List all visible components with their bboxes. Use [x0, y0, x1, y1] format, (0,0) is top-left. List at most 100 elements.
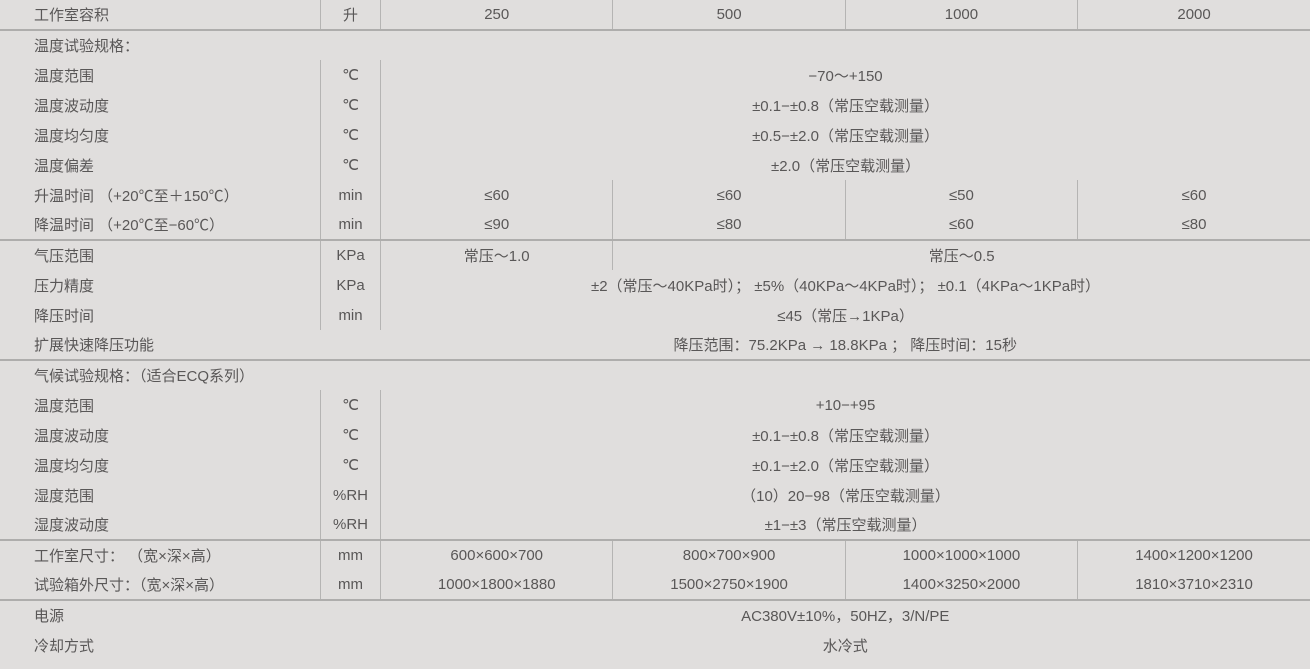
spec-value: 降压范围：75.2KPa → 18.8KPa ； 降压时间：15秒: [381, 330, 1310, 360]
table-row: 湿度范围 %RH （10）20−98（常压空载测量）: [0, 480, 1310, 510]
spec-label: 湿度范围: [0, 480, 320, 510]
spec-value: 600×600×700: [381, 540, 613, 570]
table-row: 降温时间 （+20℃至−60℃） min ≤90 ≤80 ≤60 ≤80: [0, 210, 1310, 240]
volume-2: 500: [613, 0, 845, 30]
spec-unit: KPa: [320, 240, 380, 270]
spec-label: 电源: [0, 600, 320, 630]
spec-value: +10−+95: [381, 390, 1310, 420]
spec-value: ≤90: [381, 210, 613, 240]
spec-value: ≤80: [1078, 210, 1310, 240]
spec-value: 1400×1200×1200: [1078, 540, 1310, 570]
spec-unit: ℃: [320, 90, 380, 120]
spec-value: 常压～1.0: [381, 240, 613, 270]
spec-value: ±2.0（常压空载测量）: [381, 150, 1310, 180]
spec-unit: %RH: [320, 480, 380, 510]
spec-value: ±0.5−±2.0（常压空载测量）: [381, 120, 1310, 150]
spec-label: 温度范围: [0, 390, 320, 420]
table-row: 试验箱外尺寸：（宽×深×高） mm 1000×1800×1880 1500×27…: [0, 570, 1310, 600]
spec-value: 1400×3250×2000: [845, 570, 1077, 600]
spec-value: ±0.1−±2.0（常压空载测量）: [381, 450, 1310, 480]
table-row: 降压时间 min ≤45（常压→1KPa）: [0, 300, 1310, 330]
spec-unit: min: [320, 210, 380, 240]
spec-unit: KPa: [320, 270, 380, 300]
spec-value: ±1−±3（常压空载测量）: [381, 510, 1310, 540]
volume-1: 250: [381, 0, 613, 30]
table-row: 压力精度 KPa ±2（常压～40KPa时）； ±5%（40KPa～4KPa时）…: [0, 270, 1310, 300]
spec-unit: ℃: [320, 390, 380, 420]
spec-value: 水冷式: [381, 630, 1310, 660]
spec-label: 湿度波动度: [0, 510, 320, 540]
spec-value: ±0.1−±0.8（常压空载测量）: [381, 420, 1310, 450]
spec-value: ±0.1−±0.8（常压空载测量）: [381, 90, 1310, 120]
spec-label: 气压范围: [0, 240, 320, 270]
volume-unit: 升: [320, 0, 380, 30]
spec-value: 常压～0.5: [613, 240, 1310, 270]
spec-label: 温度波动度: [0, 90, 320, 120]
spec-unit: ℃: [320, 150, 380, 180]
spec-value: ≤60: [613, 180, 845, 210]
spec-table-container: 工作室容积 升 250 500 1000 2000 温度试验规格： 温度范围 ℃…: [0, 0, 1310, 660]
table-row: 冷却方式 水冷式: [0, 630, 1310, 660]
table-row: 温度均匀度 ℃ ±0.1−±2.0（常压空载测量）: [0, 450, 1310, 480]
table-row: 温度均匀度 ℃ ±0.5−±2.0（常压空载测量）: [0, 120, 1310, 150]
spec-label: 工作室尺寸： （宽×深×高）: [0, 540, 320, 570]
spec-unit: [320, 600, 380, 630]
spec-label: 温度范围: [0, 60, 320, 90]
table-row: 温度范围 ℃ −70～+150: [0, 60, 1310, 90]
table-row: 升温时间 （+20℃至＋150℃） min ≤60 ≤60 ≤50 ≤60: [0, 180, 1310, 210]
spec-unit: min: [320, 180, 380, 210]
spec-label: 冷却方式: [0, 630, 320, 660]
spec-unit: ℃: [320, 120, 380, 150]
spec-label: 温度波动度: [0, 420, 320, 450]
table-row: 电源 AC380V±10%，50HZ，3/N/PE: [0, 600, 1310, 630]
spec-value: ≤60: [381, 180, 613, 210]
spec-label: 温度均匀度: [0, 450, 320, 480]
row-temp-header: 温度试验规格：: [0, 30, 1310, 60]
spec-value: 1000×1800×1880: [381, 570, 613, 600]
row-volume: 工作室容积 升 250 500 1000 2000: [0, 0, 1310, 30]
table-row: 温度波动度 ℃ ±0.1−±0.8（常压空载测量）: [0, 90, 1310, 120]
spec-label: 降温时间 （+20℃至−60℃）: [0, 210, 320, 240]
spec-value: ≤60: [1078, 180, 1310, 210]
spec-label: 温度偏差: [0, 150, 320, 180]
spec-unit: ℃: [320, 450, 380, 480]
spec-label: 扩展快速降压功能: [0, 330, 320, 360]
spec-value: （10）20−98（常压空载测量）: [381, 480, 1310, 510]
spec-value: AC380V±10%，50HZ，3/N/PE: [381, 600, 1310, 630]
spec-unit: [320, 630, 380, 660]
spec-value: 1000×1000×1000: [845, 540, 1077, 570]
spec-unit: min: [320, 300, 380, 330]
spec-label: 压力精度: [0, 270, 320, 300]
spec-value: ≤50: [845, 180, 1077, 210]
spec-value: 1810×3710×2310: [1078, 570, 1310, 600]
table-row: 扩展快速降压功能 降压范围：75.2KPa → 18.8KPa ； 降压时间：1…: [0, 330, 1310, 360]
spec-unit: ℃: [320, 420, 380, 450]
spec-table: 工作室容积 升 250 500 1000 2000 温度试验规格： 温度范围 ℃…: [0, 0, 1310, 660]
volume-4: 2000: [1078, 0, 1310, 30]
spec-label: 试验箱外尺寸：（宽×深×高）: [0, 570, 320, 600]
spec-value: ±2（常压～40KPa时）； ±5%（40KPa～4KPa时）； ±0.1（4K…: [381, 270, 1310, 300]
spec-label: 降压时间: [0, 300, 320, 330]
spec-unit: mm: [320, 540, 380, 570]
spec-unit: [320, 330, 380, 360]
spec-value: −70～+150: [381, 60, 1310, 90]
table-row: 温度偏差 ℃ ±2.0（常压空载测量）: [0, 150, 1310, 180]
spec-value: 800×700×900: [613, 540, 845, 570]
climate-spec-header: 气候试验规格：（适合ECQ系列）: [0, 360, 320, 390]
spec-label: 温度均匀度: [0, 120, 320, 150]
table-row: 温度范围 ℃ +10−+95: [0, 390, 1310, 420]
spec-value: ≤60: [845, 210, 1077, 240]
temp-spec-header: 温度试验规格：: [0, 30, 320, 60]
spec-value: 1500×2750×1900: [613, 570, 845, 600]
table-row: 湿度波动度 %RH ±1−±3（常压空载测量）: [0, 510, 1310, 540]
spec-unit: ℃: [320, 60, 380, 90]
volume-label: 工作室容积: [0, 0, 320, 30]
spec-value: ≤80: [613, 210, 845, 240]
table-row: 气压范围 KPa 常压～1.0 常压～0.5: [0, 240, 1310, 270]
table-row: 工作室尺寸： （宽×深×高） mm 600×600×700 800×700×90…: [0, 540, 1310, 570]
table-row: 温度波动度 ℃ ±0.1−±0.8（常压空载测量）: [0, 420, 1310, 450]
volume-3: 1000: [845, 0, 1077, 30]
spec-unit: mm: [320, 570, 380, 600]
spec-unit: %RH: [320, 510, 380, 540]
spec-value: ≤45（常压→1KPa）: [381, 300, 1310, 330]
